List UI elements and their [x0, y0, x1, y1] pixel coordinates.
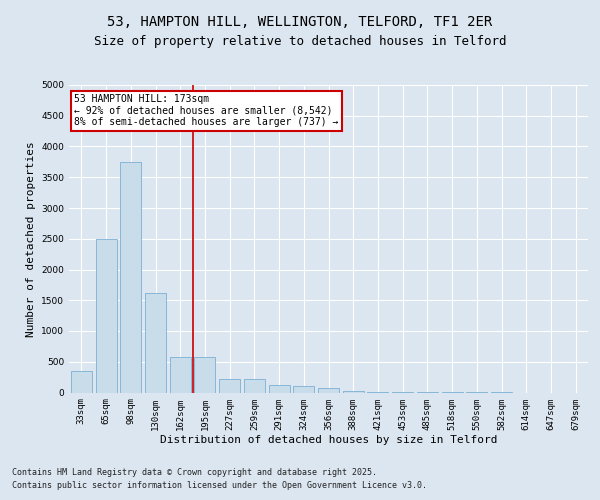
Bar [293, 386, 314, 392]
Text: Size of property relative to detached houses in Telford: Size of property relative to detached ho… [94, 34, 506, 48]
Text: 53, HAMPTON HILL, WELLINGTON, TELFORD, TF1 2ER: 53, HAMPTON HILL, WELLINGTON, TELFORD, T… [107, 16, 493, 30]
Bar [95, 239, 116, 392]
Bar [170, 357, 191, 392]
Text: Contains public sector information licensed under the Open Government Licence v3: Contains public sector information licen… [12, 482, 427, 490]
Bar [269, 385, 290, 392]
Bar [71, 371, 92, 392]
Bar [343, 390, 364, 392]
Bar [244, 378, 265, 392]
Bar [194, 357, 215, 392]
Bar [318, 388, 339, 392]
X-axis label: Distribution of detached houses by size in Telford: Distribution of detached houses by size … [160, 435, 497, 445]
Text: 53 HAMPTON HILL: 173sqm
← 92% of detached houses are smaller (8,542)
8% of semi-: 53 HAMPTON HILL: 173sqm ← 92% of detache… [74, 94, 338, 128]
Bar [120, 162, 141, 392]
Y-axis label: Number of detached properties: Number of detached properties [26, 141, 35, 336]
Text: Contains HM Land Registry data © Crown copyright and database right 2025.: Contains HM Land Registry data © Crown c… [12, 468, 377, 477]
Bar [145, 292, 166, 392]
Bar [219, 378, 240, 392]
